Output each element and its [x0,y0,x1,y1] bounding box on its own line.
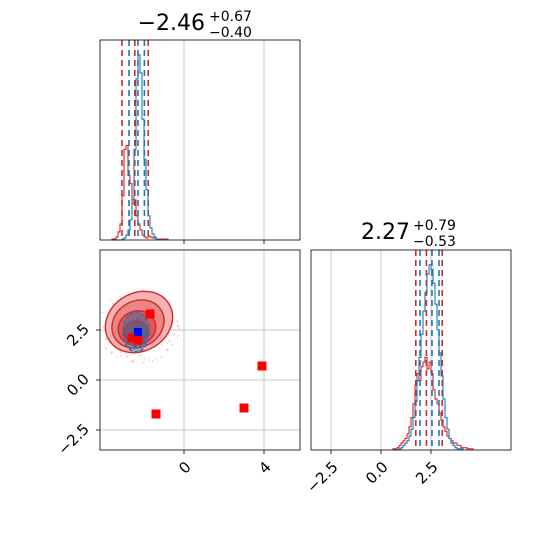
joint-sample-dot [171,344,173,346]
red-square-marker [127,333,137,343]
param2-marginal-xtick-label: 2.5 [412,458,442,488]
param1-title: −2.46 [138,11,205,36]
joint-sample-dot [170,341,173,343]
joint-sample-dot [160,356,163,359]
joint-sample-dot [151,360,154,362]
param1-marginal-panel [99,39,301,244]
red-square-marker [257,361,267,371]
joint-sample-dot [131,360,134,363]
joint-sample-dot [120,354,122,357]
red-square-marker [151,409,161,419]
joint-ytick-label: 0.0 [63,370,93,400]
joint-sample-dot [147,359,150,362]
joint-sample-dot [139,354,142,357]
joint-sample-dot [112,302,115,305]
joint-sample-dot [142,361,145,364]
joint-sample-dot [104,347,107,350]
joint-sample-dot [110,352,113,355]
red-square-marker [133,335,143,345]
param2-marginal-histogram-1 [393,264,464,451]
param1-marginal-histogram-0 [111,144,169,240]
joint-sample-dot [165,348,168,351]
joint-ytick-label: 2.5 [63,320,93,350]
joint-sample-dot [104,338,107,341]
param2-marginal-axes-frame [310,249,512,451]
param1-marginal-histogram-1 [112,54,161,241]
joint-sample-dot [110,351,113,354]
joint-sample-dot [138,353,140,355]
joint-sample-dot [102,326,105,328]
param2-marginal-histogram-0 [392,356,474,450]
joint-sample-dot [178,328,181,331]
param2-title-plus: +0.79 [413,218,456,234]
joint-sample-dot [126,355,129,358]
joint-sample-dot [101,311,104,314]
joint-sample-dot [176,320,179,323]
joint-sample-dot [123,352,126,355]
joint-sample-dot [143,357,146,360]
red-square-marker [145,309,155,319]
joint-sample-dot [160,343,163,346]
blue-square-marker [134,328,142,336]
joint-sample-dot [141,288,143,291]
joint-ytick-label: −2.5 [54,420,92,458]
joint-xtick-label: 0 [175,458,194,477]
param2-marginal-xtick-label: 0.0 [362,458,392,488]
joint-posterior-panel: −2.5 0.0 2.5 0 4 [54,249,301,478]
joint-sample-dot [176,335,179,337]
joint-sample-dot [158,348,161,350]
param1-title-minus: −0.40 [209,25,252,41]
joint-sample-dot [116,356,119,359]
joint-sample-dot [173,333,176,335]
red-square-marker [239,403,249,413]
joint-sample-dot [120,351,122,353]
param2-title-minus: −0.53 [413,234,456,250]
param1-marginal-axes-frame [99,39,301,241]
joint-sample-dot [109,299,112,302]
joint-sample-dot [177,326,180,329]
joint-sample-dot [177,324,179,327]
joint-sample-dot [154,357,157,360]
joint-xtick-label: 4 [255,458,274,477]
param2-marginal-xtick-label: −2.5 [303,458,341,496]
joint-axes-frame [99,249,301,451]
param2-title: 2.27 [361,220,410,245]
blue-contour-level-1 [127,318,147,348]
param2-marginal-panel: −2.5 0.0 2.5 [303,249,512,497]
param1-title-plus: +0.67 [209,9,252,25]
joint-sample-dot [167,339,170,342]
joint-sample-dot [119,296,122,298]
joint-sample-dot [166,341,169,344]
